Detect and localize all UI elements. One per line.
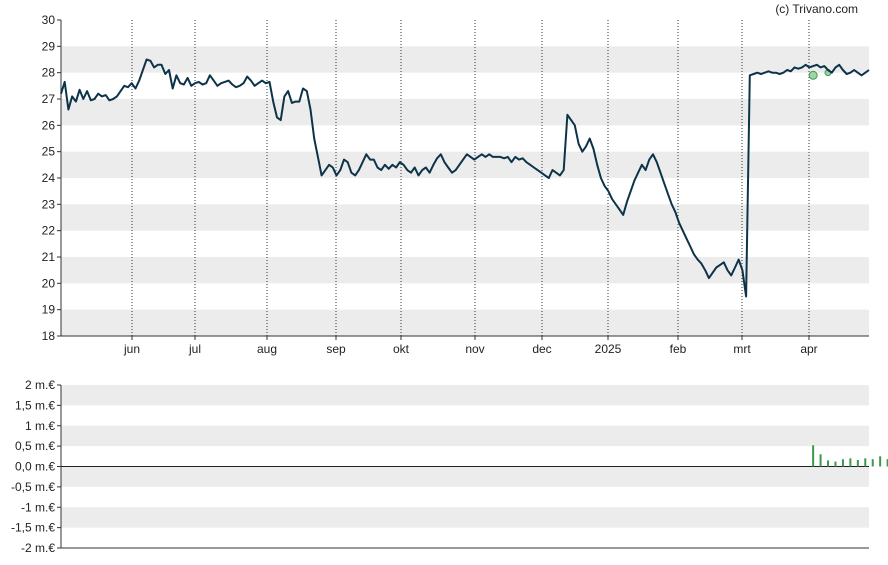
volume-bar xyxy=(849,458,852,467)
volume-bar xyxy=(819,454,822,467)
y-tick-label: 22 xyxy=(42,224,56,238)
grid-band xyxy=(61,309,869,336)
grid-band xyxy=(61,385,869,406)
y-tick-label: 2 m.€ xyxy=(25,378,55,392)
y-tick-label: 18 xyxy=(42,329,56,343)
y-tick-label: 19 xyxy=(42,303,56,317)
x-tick-label: okt xyxy=(393,342,410,356)
y-tick-label: 29 xyxy=(42,39,56,53)
y-tick-label: 28 xyxy=(42,66,56,80)
x-tick-label: mrt xyxy=(733,342,751,356)
volume-bar xyxy=(879,456,882,467)
grid-band xyxy=(61,99,869,126)
x-tick-label: nov xyxy=(465,342,484,356)
grid-band xyxy=(61,425,869,447)
trade-bubble xyxy=(808,70,818,80)
volume-bar xyxy=(834,461,837,467)
y-tick-label: 0,5 m.€ xyxy=(15,439,55,453)
volume-panel: 2 m.€ 1,5 m.€ 1 m.€ 0,5 m.€ 0,0 m.€ -0,5 m.€ -… xyxy=(11,378,888,555)
y-tick-label: 25 xyxy=(42,145,56,159)
x-tick-label: jul xyxy=(188,342,201,356)
y-tick-label: -1,5 m.€ xyxy=(11,521,55,535)
y-tick-label: 0,0 m.€ xyxy=(15,460,55,474)
x-tick-label: aug xyxy=(257,342,277,356)
y-tick-label: 21 xyxy=(42,250,56,264)
y-tick-label: -1 m.€ xyxy=(21,500,55,514)
y-tick-label: 20 xyxy=(42,276,56,290)
volume-bar xyxy=(827,460,830,467)
volume-bar xyxy=(841,459,844,467)
y-tick-label: -0,5 m.€ xyxy=(11,480,55,494)
grid-band xyxy=(61,507,869,528)
volume-bar xyxy=(856,459,859,467)
y-tick-label: 1 m.€ xyxy=(25,419,55,433)
x-tick-label: apr xyxy=(800,342,817,356)
y-tick-label: 26 xyxy=(42,118,56,132)
x-tick-label: dec xyxy=(532,342,551,356)
y-tick-label: 23 xyxy=(42,197,56,211)
y-tick-label: 30 xyxy=(42,13,56,27)
volume-bar xyxy=(886,459,888,467)
price-line xyxy=(60,58,870,298)
grid-band xyxy=(61,466,869,487)
grid-band xyxy=(61,46,869,73)
y-tick-label: 24 xyxy=(42,171,56,185)
x-tick-label: jun xyxy=(123,342,140,356)
y-tick-label: 1,5 m.€ xyxy=(15,398,55,412)
grid-band xyxy=(61,257,869,284)
credit-text: (c) Trivano.com xyxy=(775,2,858,16)
x-tick-label: 2025 xyxy=(595,342,622,356)
price-panel: jun jul aug sep okt nov dec 2025 feb mrt apr181920… xyxy=(42,13,870,356)
volume-bar xyxy=(812,445,815,467)
x-tick-label: sep xyxy=(326,342,346,356)
x-tick-label: feb xyxy=(670,342,687,356)
grid-band xyxy=(61,204,869,231)
volume-bar xyxy=(871,459,874,467)
y-tick-label: -2 m.€ xyxy=(21,541,55,555)
y-tick-label: 27 xyxy=(42,92,56,106)
volume-bar xyxy=(864,458,867,467)
